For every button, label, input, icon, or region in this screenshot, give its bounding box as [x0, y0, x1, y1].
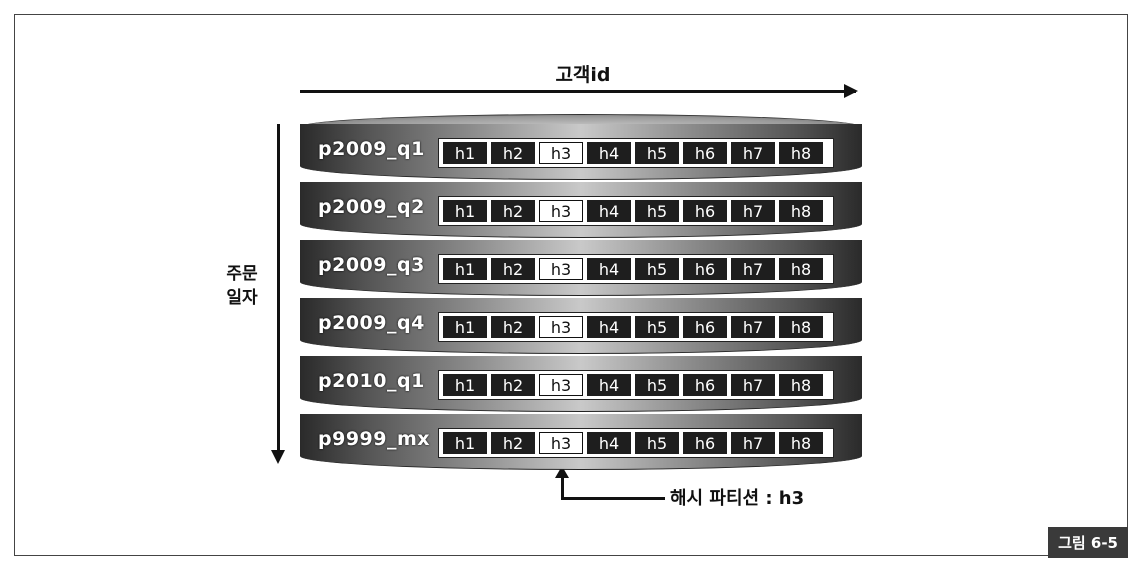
hash-subpartition-cell: h1 — [443, 374, 487, 396]
hash-subpartition-cell: h7 — [731, 258, 775, 280]
hash-subpartition-cell: h4 — [587, 258, 631, 280]
hash-subpartition-cell: h5 — [635, 432, 679, 454]
hash-subpartition-cell: h5 — [635, 142, 679, 164]
hash-subpartition-cell: h4 — [587, 316, 631, 338]
hash-subpartition-cell: h6 — [683, 142, 727, 164]
hash-subpartition-cell: h8 — [779, 258, 823, 280]
partition-cylinder: p2009_q1 h1 h2 h3 h4 h5 h6 h7 h8 p2009_q2 h1 h2 h3 h4… — [300, 114, 862, 474]
partition-name: p2009_q3 — [318, 254, 425, 276]
hash-subpartition-cell: h3 — [539, 142, 583, 164]
hash-subpartition-cell: h1 — [443, 258, 487, 280]
figure-number-badge: 그림 6-5 — [1048, 527, 1128, 558]
hash-subpartition-group: h1 h2 h3 h4 h5 h6 h7 h8 — [438, 196, 834, 226]
hash-subpartition-cell: h3 — [539, 432, 583, 454]
hash-subpartition-cell: h4 — [587, 200, 631, 222]
hash-subpartition-cell: h2 — [491, 142, 535, 164]
figure-frame — [14, 14, 1128, 556]
hash-subpartition-cell: h6 — [683, 258, 727, 280]
order-date-axis-label-line2: 일자 — [226, 288, 258, 308]
hash-subpartition-cell: h5 — [635, 316, 679, 338]
hash-subpartition-cell: h3 — [539, 200, 583, 222]
partition-name: p9999_mx — [318, 428, 431, 450]
hash-subpartition-cell: h8 — [779, 432, 823, 454]
hash-subpartition-cell: h3 — [539, 316, 583, 338]
partition-row: p2009_q1 h1 h2 h3 h4 h5 h6 h7 h8 — [300, 124, 862, 180]
customer-id-axis-arrow — [300, 84, 858, 98]
hash-subpartition-cell: h6 — [683, 316, 727, 338]
hash-subpartition-cell: h6 — [683, 432, 727, 454]
hash-subpartition-cell: h5 — [635, 258, 679, 280]
hash-subpartition-group: h1 h2 h3 h4 h5 h6 h7 h8 — [438, 428, 834, 458]
hash-subpartition-cell: h4 — [587, 432, 631, 454]
partition-name: p2009_q2 — [318, 196, 425, 218]
hash-subpartition-cell: h3 — [539, 374, 583, 396]
order-date-axis-label-line1: 주문 — [226, 264, 258, 284]
hash-subpartition-cell: h2 — [491, 316, 535, 338]
hash-subpartition-cell: h6 — [683, 200, 727, 222]
hash-subpartition-group: h1 h2 h3 h4 h5 h6 h7 h8 — [438, 370, 834, 400]
hash-subpartition-cell: h1 — [443, 432, 487, 454]
partition-name: p2010_q1 — [318, 370, 425, 392]
hash-subpartition-group: h1 h2 h3 h4 h5 h6 h7 h8 — [438, 138, 834, 168]
hash-subpartition-group: h1 h2 h3 h4 h5 h6 h7 h8 — [438, 312, 834, 342]
hash-subpartition-cell: h3 — [539, 258, 583, 280]
hash-subpartition-cell: h8 — [779, 316, 823, 338]
hash-subpartition-cell: h2 — [491, 258, 535, 280]
hash-subpartition-cell: h5 — [635, 200, 679, 222]
partition-row: p2009_q2 h1 h2 h3 h4 h5 h6 h7 h8 — [300, 182, 862, 238]
hash-subpartition-cell: h2 — [491, 432, 535, 454]
hash-subpartition-cell: h5 — [635, 374, 679, 396]
hash-subpartition-cell: h2 — [491, 200, 535, 222]
hash-subpartition-cell: h2 — [491, 374, 535, 396]
customer-id-axis-label: 고객id — [555, 64, 611, 86]
hash-subpartition-cell: h1 — [443, 200, 487, 222]
pointer-arrow-horizontal — [561, 497, 665, 500]
hash-subpartition-cell: h4 — [587, 142, 631, 164]
hash-subpartition-cell: h7 — [731, 200, 775, 222]
hash-subpartition-cell: h7 — [731, 142, 775, 164]
partition-row: p9999_mx h1 h2 h3 h4 h5 h6 h7 h8 — [300, 414, 862, 470]
hash-subpartition-cell: h1 — [443, 142, 487, 164]
hash-subpartition-cell: h4 — [587, 374, 631, 396]
order-date-axis-arrow — [271, 124, 285, 464]
order-date-axis-label: 주문 일자 — [222, 262, 262, 310]
hash-subpartition-cell: h8 — [779, 200, 823, 222]
hash-subpartition-cell: h7 — [731, 316, 775, 338]
hash-subpartition-cell: h7 — [731, 374, 775, 396]
partition-row: p2009_q3 h1 h2 h3 h4 h5 h6 h7 h8 — [300, 240, 862, 296]
hash-subpartition-cell: h1 — [443, 316, 487, 338]
hash-subpartition-group: h1 h2 h3 h4 h5 h6 h7 h8 — [438, 254, 834, 284]
hash-subpartition-cell: h7 — [731, 432, 775, 454]
partition-row: p2009_q4 h1 h2 h3 h4 h5 h6 h7 h8 — [300, 298, 862, 354]
hash-subpartition-cell: h8 — [779, 374, 823, 396]
partition-name: p2009_q1 — [318, 138, 425, 160]
hash-subpartition-cell: h6 — [683, 374, 727, 396]
hash-subpartition-cell: h8 — [779, 142, 823, 164]
partition-name: p2009_q4 — [318, 312, 425, 334]
hash-partition-caption: 해시 파티션 : h3 — [670, 488, 805, 509]
partition-row: p2010_q1 h1 h2 h3 h4 h5 h6 h7 h8 — [300, 356, 862, 412]
